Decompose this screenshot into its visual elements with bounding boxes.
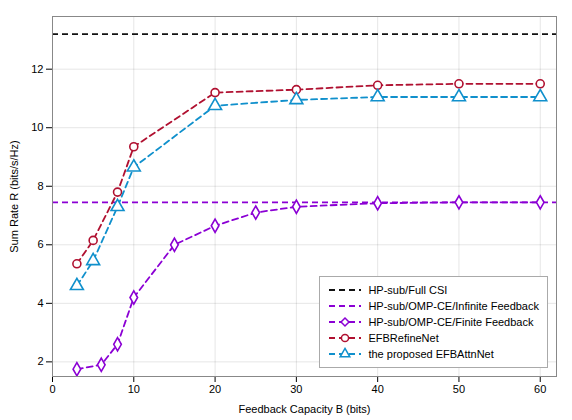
svg-text:40: 40 <box>372 383 384 395</box>
html-text:the proposed EFBAttnNet: the proposed EFBAttnNet <box>368 348 494 360</box>
html-text:HP-sub/Full CSI: HP-sub/Full CSI <box>368 284 448 296</box>
svg-text:4: 4 <box>37 297 43 309</box>
svg-text:60: 60 <box>534 383 546 395</box>
html-text:HP-sub/OMP-CE/Finite Feedback: HP-sub/OMP-CE/Finite Feedback <box>368 316 534 328</box>
svg-text:12: 12 <box>31 63 43 75</box>
svg-text:8: 8 <box>37 180 43 192</box>
svg-text:20: 20 <box>209 383 221 395</box>
svg-text:30: 30 <box>290 383 302 395</box>
svg-text:Feedback Capacity B (bits): Feedback Capacity B (bits) <box>238 403 370 415</box>
svg-text:0: 0 <box>49 383 55 395</box>
svg-text:10: 10 <box>31 121 43 133</box>
html-text:EFBRefineNet: EFBRefineNet <box>368 332 439 344</box>
svg-text:2: 2 <box>37 355 43 367</box>
svg-text:Sum Rate R (bits/s/Hz): Sum Rate R (bits/s/Hz) <box>8 140 20 252</box>
html-text:HP-sub/OMP-CE/Infinite Feedbac: HP-sub/OMP-CE/Infinite Feedback <box>368 300 539 312</box>
svg-text:10: 10 <box>128 383 140 395</box>
svg-text:50: 50 <box>453 383 465 395</box>
svg-text:6: 6 <box>37 238 43 250</box>
